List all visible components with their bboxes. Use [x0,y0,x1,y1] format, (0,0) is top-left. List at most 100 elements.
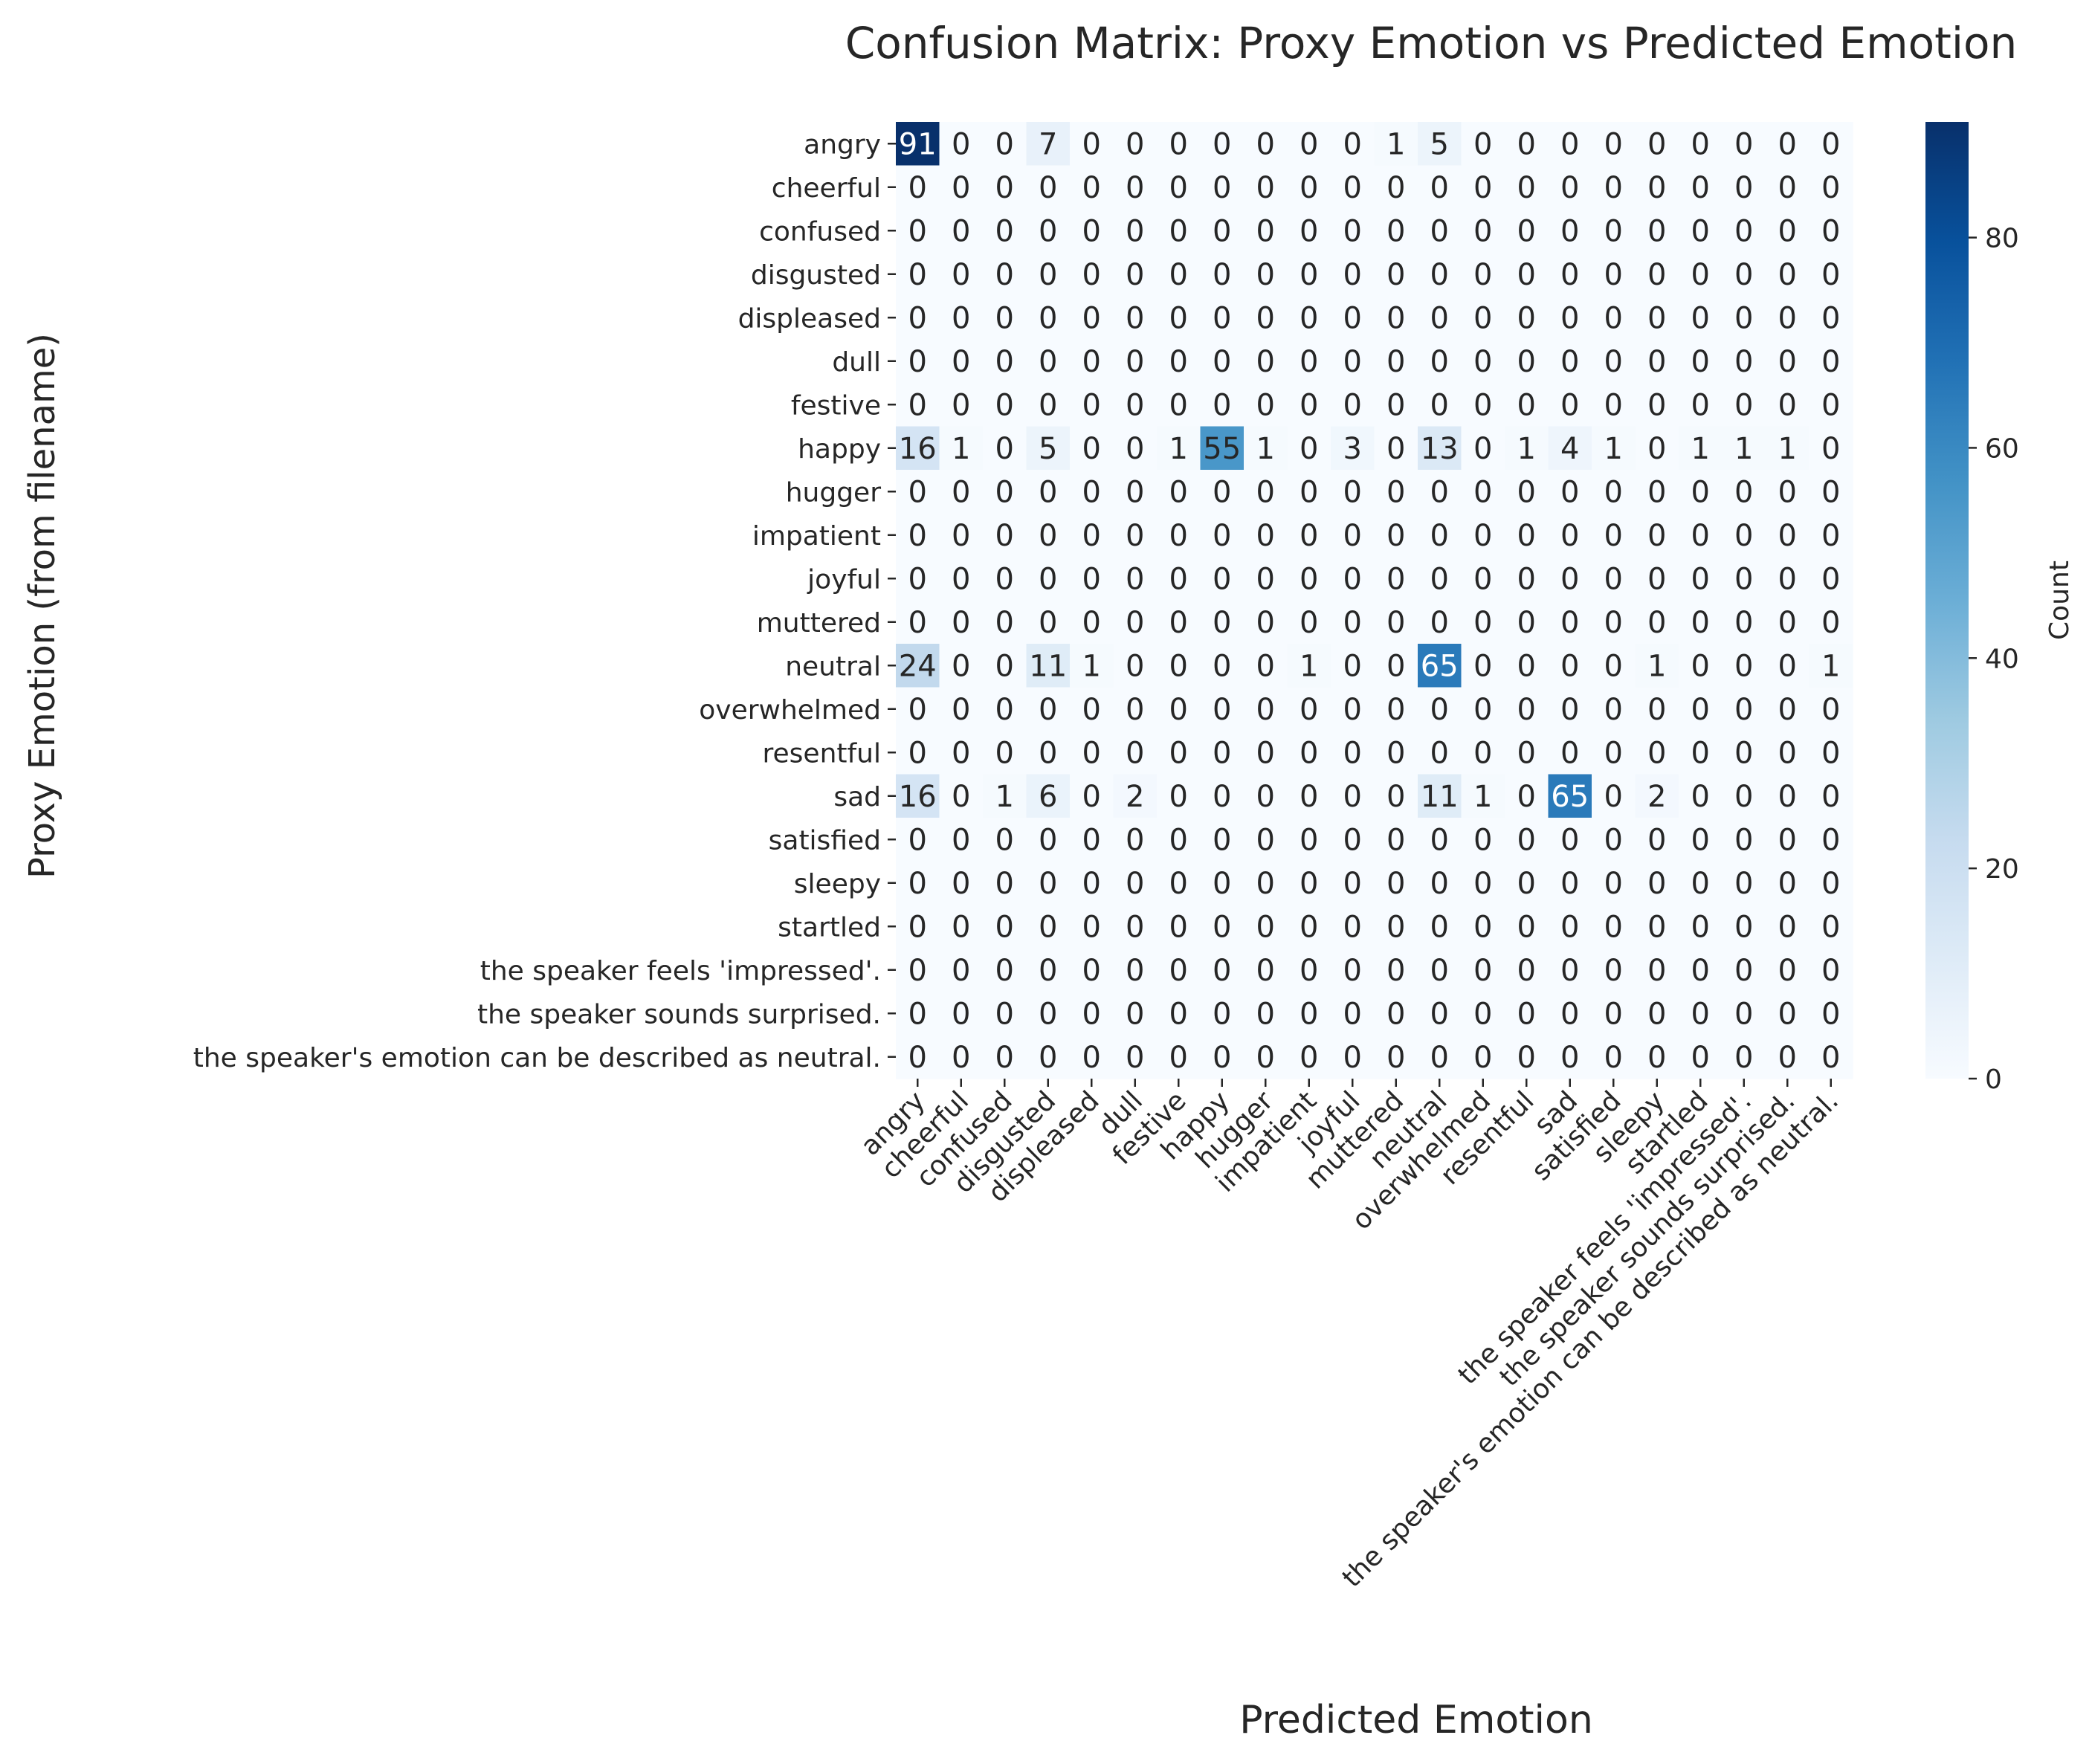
cell-value-label: 0 [1213,562,1231,596]
cell-value-label: 0 [1430,954,1449,988]
cell-value-label: 0 [1213,475,1231,509]
cell-value-label: 0 [1473,649,1492,683]
cell-value-label: 0 [995,736,1014,770]
cell-value-label: 0 [1734,649,1753,683]
heatmap-cell [1418,122,1462,167]
cell-value-label: 0 [995,693,1014,727]
heatmap-cell [1679,557,1723,601]
heatmap-cell [1331,252,1375,297]
heatmap-cell [1722,296,1766,340]
cell-value-label: 0 [1734,606,1753,640]
cell-value-label: 0 [1213,388,1231,422]
cell-value-label: 0 [1604,649,1623,683]
heatmap-cell [896,1035,940,1079]
y-tick-label-hugger: hugger [786,477,881,508]
heatmap-cell [1200,687,1244,731]
cell-value-label: 0 [1691,649,1710,683]
cell-value-label: 0 [1430,301,1449,335]
cell-value-label: 2 [1126,780,1144,814]
heatmap-cell [1722,687,1766,731]
heatmap-cell [1070,861,1114,905]
heatmap-cell [1418,774,1462,818]
cell-value-label: 0 [908,258,927,292]
cell-value-label: 0 [1517,736,1536,770]
cell-value-label: 0 [995,388,1014,422]
heatmap-cell [1809,818,1853,862]
heatmap-cell [896,818,940,862]
heatmap-cell [1548,818,1592,862]
heatmap-cell [1679,687,1723,731]
heatmap-cell [1809,426,1853,471]
heatmap-cell [1679,1035,1723,1079]
cell-value-label: 0 [1343,823,1362,857]
heatmap-cell [1026,774,1071,818]
cell-value-label: 0 [1256,301,1275,335]
cell-value-label: 0 [1473,519,1492,553]
heatmap-cell [1200,905,1244,949]
heatmap-cell [1548,687,1592,731]
colorbar-tick-label: 20 [1985,854,2019,885]
cell-value-label: 0 [1473,171,1492,205]
cell-value-label: 0 [1082,867,1101,901]
cell-value-label: 13 [1421,432,1459,466]
heatmap-cell [1287,644,1331,688]
heatmap-cell [1766,818,1810,862]
cell-value-label: 0 [1430,693,1449,727]
cell-value-label: 0 [1821,1041,1840,1075]
cell-value-label: 0 [995,606,1014,640]
cell-value-label: 0 [1082,214,1101,248]
heatmap-cell [1679,383,1723,427]
heatmap-cell [1418,861,1462,905]
heatmap-cell [1331,470,1375,514]
cell-value-label: 0 [1778,736,1797,770]
cell-value-label: 0 [1430,997,1449,1031]
heatmap-cell [1548,774,1592,818]
cell-value-label: 0 [1039,345,1057,379]
heatmap-cell [1418,600,1462,644]
heatmap-cell [1461,644,1505,688]
heatmap-cell [896,905,940,949]
cell-value-label: 0 [1647,171,1666,205]
cell-value-label: 0 [1300,171,1318,205]
cell-value-label: 0 [1082,301,1101,335]
heatmap-cell [1374,600,1418,644]
heatmap-cell [939,339,984,384]
cell-value-label: 0 [1821,910,1840,944]
cell-value-label: 0 [1560,910,1579,944]
cell-value-label: 0 [1517,475,1536,509]
cell-value-label: 0 [1691,345,1710,379]
heatmap-cell [1505,296,1549,340]
cell-value-label: 0 [1517,345,1536,379]
cell-value-label: 0 [1039,606,1057,640]
cell-value-label: 0 [1517,823,1536,857]
heatmap-cell [1722,948,1766,992]
cell-value-label: 0 [908,1041,927,1075]
cell-value-label: 0 [1734,388,1753,422]
cell-value-label: 0 [1560,954,1579,988]
cell-value-label: 0 [1473,736,1492,770]
cell-value-label: 0 [1386,954,1405,988]
cell-value-label: 0 [1213,171,1231,205]
cell-value-label: 0 [1821,388,1840,422]
cell-value-label: 0 [1691,475,1710,509]
heatmap-cell [1679,470,1723,514]
cell-value-label: 0 [908,606,927,640]
heatmap-cell [1766,948,1810,992]
y-tick-label-muttered: muttered [757,608,881,639]
cell-value-label: 0 [1734,867,1753,901]
heatmap-cell [939,731,984,775]
cell-value-label: 0 [952,1041,970,1075]
cell-value-label: 0 [1169,171,1188,205]
heatmap-cell [1809,948,1853,992]
heatmap-cell [1592,209,1636,253]
cell-value-label: 0 [1386,649,1405,683]
cell-value-label: 0 [1300,301,1318,335]
heatmap-cell [1766,992,1810,1036]
heatmap-cell [983,165,1027,210]
cell-value-label: 0 [1473,127,1492,161]
heatmap-cell [939,122,984,167]
cell-value-label: 0 [1343,736,1362,770]
cell-value-label: 1 [1734,432,1753,466]
heatmap-cell [1461,992,1505,1036]
cell-value-label: 0 [1300,780,1318,814]
